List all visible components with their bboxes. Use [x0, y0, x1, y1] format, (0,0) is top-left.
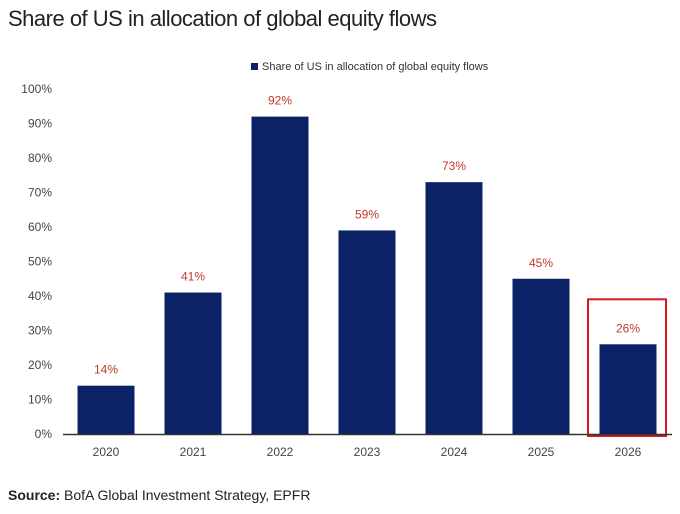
bar-2022 — [251, 116, 309, 434]
bar-2021 — [164, 292, 222, 434]
y-tick-label: 10% — [28, 393, 52, 407]
y-tick-label: 60% — [28, 220, 52, 234]
y-tick-label: 30% — [28, 324, 52, 338]
y-tick-label: 40% — [28, 289, 52, 303]
y-tick-label: 0% — [35, 427, 53, 441]
data-label-2021: 41% — [181, 270, 205, 284]
y-tick-label: 80% — [28, 151, 52, 165]
legend-swatch — [251, 63, 258, 70]
source-note: Source: BofA Global Investment Strategy,… — [8, 487, 310, 503]
x-tick-label-2026: 2026 — [615, 445, 642, 459]
source-label: Source: — [8, 487, 61, 503]
data-label-2026: 26% — [616, 321, 640, 335]
data-label-2023: 59% — [355, 207, 379, 221]
bar-2023 — [338, 230, 396, 434]
data-label-2025: 45% — [529, 256, 553, 270]
bar-2020 — [77, 385, 135, 434]
y-tick-label: 90% — [28, 117, 52, 131]
highlight-box — [587, 298, 667, 437]
legend-label: Share of US in allocation of global equi… — [262, 61, 489, 73]
bar-2025 — [512, 278, 570, 434]
x-tick-label-2025: 2025 — [528, 445, 555, 459]
x-tick-label-2024: 2024 — [441, 445, 468, 459]
source-text: BofA Global Investment Strategy, EPFR — [60, 487, 311, 503]
bar-2026 — [599, 344, 657, 434]
x-tick-label-2023: 2023 — [354, 445, 381, 459]
y-tick-label: 70% — [28, 186, 52, 200]
data-label-2022: 92% — [268, 94, 292, 108]
data-label-2024: 73% — [442, 159, 466, 173]
y-tick-label: 50% — [28, 255, 52, 269]
y-tick-label: 100% — [21, 82, 52, 96]
x-tick-label-2021: 2021 — [180, 445, 207, 459]
bar-2024 — [425, 182, 483, 434]
x-tick-label-2022: 2022 — [267, 445, 294, 459]
chart-title: Share of US in allocation of global equi… — [8, 6, 437, 31]
x-tick-label-2020: 2020 — [93, 445, 120, 459]
y-tick-label: 20% — [28, 358, 52, 372]
data-label-2020: 14% — [94, 363, 118, 377]
